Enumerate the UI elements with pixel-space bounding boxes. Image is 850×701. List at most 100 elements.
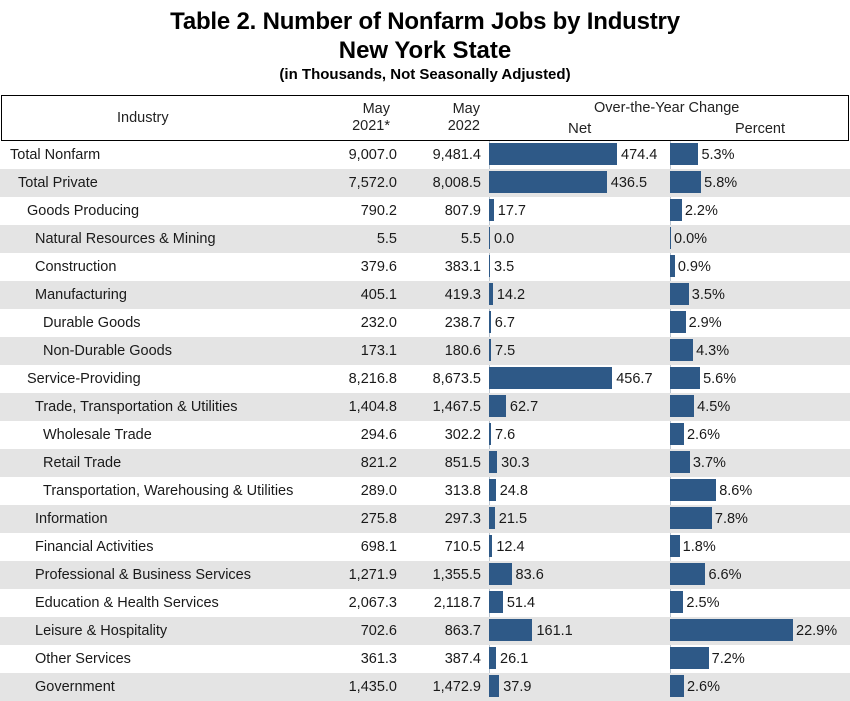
percent-change-label: 4.3% xyxy=(696,343,730,359)
industry-name: Leisure & Hospitality xyxy=(35,623,168,639)
net-change-label: 7.5 xyxy=(495,343,516,359)
value-may-2021: 1,435.0 xyxy=(348,679,397,695)
percent-change-label: 2.9% xyxy=(688,315,722,331)
industry-name: Total Nonfarm xyxy=(10,147,101,163)
net-change-bar xyxy=(489,339,492,361)
header-may-2022-year: 2022 xyxy=(447,118,480,134)
net-change-bar xyxy=(489,619,533,641)
net-change-label: 26.1 xyxy=(500,651,529,667)
value-may-2021: 5.5 xyxy=(376,231,397,247)
table-row: Natural Resources & Mining 5.5 5.5 0.0 0.0% xyxy=(0,225,850,253)
net-change-bar xyxy=(489,171,607,193)
header-may-2022: May 2022 xyxy=(420,101,480,135)
net-change-label: 30.3 xyxy=(501,455,530,471)
value-may-2022: 2,118.7 xyxy=(433,595,481,611)
value-may-2022: 863.7 xyxy=(444,623,481,639)
table-row: Durable Goods 232.0 238.7 6.7 2.9% xyxy=(0,309,850,337)
value-may-2021: 405.1 xyxy=(360,287,397,303)
value-may-2022: 8,008.5 xyxy=(432,175,481,191)
net-change-bar xyxy=(489,199,494,221)
percent-change-bar xyxy=(670,199,682,221)
table-title: Table 2. Number of Nonfarm Jobs by Indus… xyxy=(170,8,680,35)
net-change-bar xyxy=(489,647,497,669)
table-row: Retail Trade 821.2 851.5 30.3 3.7% xyxy=(0,449,850,477)
table-body: Total Nonfarm 9,007.0 9,481.4 474.4 5.3% Tota… xyxy=(0,141,850,701)
industry-name: Goods Producing xyxy=(27,203,140,219)
industry-name: Other Services xyxy=(35,651,131,667)
header-over-the-year: Over-the-Year Change xyxy=(594,100,740,116)
header-may-2021: May 2021* xyxy=(324,101,390,135)
percent-change-label: 2.2% xyxy=(684,203,718,219)
value-may-2022: 710.5 xyxy=(444,539,481,555)
value-may-2021: 361.3 xyxy=(360,651,397,667)
net-change-bar xyxy=(489,535,493,557)
net-change-bar xyxy=(489,507,495,529)
value-may-2021: 275.8 xyxy=(360,511,397,527)
net-change-bar xyxy=(489,311,491,333)
table-header: Industry May 2021* May 2022 Over-the-Yea… xyxy=(1,95,849,141)
table-row: Total Private 7,572.0 8,008.5 436.5 5.8% xyxy=(0,169,850,197)
net-change-label: 14.2 xyxy=(496,287,526,303)
percent-change-label: 5.8% xyxy=(704,175,738,191)
value-may-2022: 238.7 xyxy=(444,315,481,331)
net-change-label: 6.7 xyxy=(494,315,515,331)
industry-name: Trade, Transportation & Utilities xyxy=(35,399,238,415)
percent-change-bar xyxy=(670,423,684,445)
table-row: Leisure & Hospitality 702.6 863.7 161.1 22.9… xyxy=(0,617,850,645)
value-may-2021: 7,572.0 xyxy=(348,175,397,191)
net-change-label: 51.4 xyxy=(506,595,536,611)
value-may-2022: 8,673.5 xyxy=(432,371,481,387)
value-may-2022: 1,472.9 xyxy=(432,679,481,695)
value-may-2022: 1,355.5 xyxy=(432,567,481,583)
industry-name: Service-Providing xyxy=(27,371,141,387)
net-change-bar xyxy=(489,395,506,417)
net-change-label: 62.7 xyxy=(509,399,539,415)
value-may-2022: 180.6 xyxy=(444,343,481,359)
percent-change-label: 3.5% xyxy=(691,287,725,303)
value-may-2021: 790.2 xyxy=(360,203,397,219)
percent-change-bar xyxy=(670,171,702,193)
net-change-label: 17.7 xyxy=(497,203,526,219)
header-percent: Percent xyxy=(735,121,785,137)
net-change-label: 21.5 xyxy=(498,511,528,527)
percent-change-bar xyxy=(670,507,712,529)
percent-change-label: 7.8% xyxy=(714,511,748,527)
percent-change-label: 5.6% xyxy=(703,371,737,387)
value-may-2022: 419.3 xyxy=(444,287,481,303)
table-row: Service-Providing 8,216.8 8,673.5 456.7 5.6% xyxy=(0,365,850,393)
table-row: Wholesale Trade 294.6 302.2 7.6 2.6% xyxy=(0,421,850,449)
percent-change-label: 7.2% xyxy=(711,651,745,667)
percent-change-label: 2.6% xyxy=(686,679,721,695)
table-row: Information 275.8 297.3 21.5 7.8% xyxy=(0,505,850,533)
header-may-2021-month: May xyxy=(362,101,390,117)
percent-change-bar xyxy=(670,367,701,389)
value-may-2021: 232.0 xyxy=(360,315,397,331)
table-row: Trade, Transportation & Utilities 1,404.8… xyxy=(0,393,850,421)
value-may-2021: 702.6 xyxy=(360,623,397,639)
net-change-bar xyxy=(489,451,498,473)
value-may-2022: 851.5 xyxy=(444,455,481,471)
percent-change-bar xyxy=(670,675,684,697)
net-change-label: 24.8 xyxy=(499,483,528,499)
net-change-bar xyxy=(489,423,492,445)
percent-change-label: 1.8% xyxy=(682,539,716,555)
table-row: Government 1,435.0 1,472.9 37.9 2.6% xyxy=(0,673,850,701)
table-row: Non-Durable Goods 173.1 180.6 7.5 4.3% xyxy=(0,337,850,365)
net-change-bar xyxy=(489,255,490,277)
value-may-2021: 821.2 xyxy=(360,455,397,471)
percent-change-bar xyxy=(670,479,717,501)
value-may-2022: 5.5 xyxy=(460,231,481,247)
percent-change-bar xyxy=(670,395,695,417)
industry-name: Government xyxy=(35,679,115,695)
value-may-2021: 294.6 xyxy=(360,427,397,443)
industry-name: Information xyxy=(35,511,108,527)
value-may-2022: 313.8 xyxy=(444,483,481,499)
net-change-label: 161.1 xyxy=(536,623,573,639)
header-may-2022-month: May xyxy=(452,101,480,117)
header-industry: Industry xyxy=(117,110,169,126)
table-row: Goods Producing 790.2 807.9 17.7 2.2% xyxy=(0,197,850,225)
percent-change-bar xyxy=(670,339,694,361)
industry-name: Total Private xyxy=(18,175,98,191)
value-may-2022: 1,467.5 xyxy=(432,399,481,415)
industry-name: Construction xyxy=(35,259,117,275)
